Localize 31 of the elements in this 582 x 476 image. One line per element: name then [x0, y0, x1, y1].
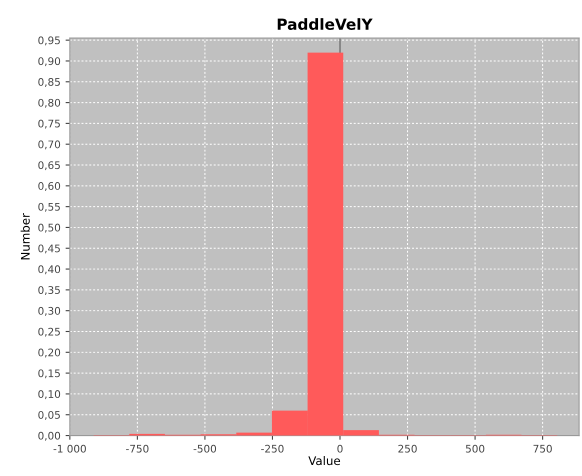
y-tick-label: 0,90	[38, 57, 60, 66]
x-tick-label: 500	[466, 444, 484, 453]
y-tick-label: 0,10	[38, 390, 60, 400]
y-tick-label: 0,25	[38, 328, 60, 337]
y-tick-label: 0,35	[38, 286, 60, 296]
y-tick-label: 0,65	[38, 161, 60, 170]
y-tick-label: 0,80	[38, 98, 60, 108]
x-tick-label: -500	[194, 444, 216, 453]
y-tick-label: 0,45	[38, 244, 60, 254]
x-tick-label: -1 000	[54, 444, 86, 453]
y-tick-label: 0,05	[38, 410, 60, 420]
y-tick-label: 0,70	[38, 140, 60, 150]
x-axis-title: Value	[308, 456, 340, 466]
y-tick-label: 0,00	[38, 432, 60, 441]
y-axis-title: Number	[20, 213, 30, 260]
x-tick-label: -250	[261, 444, 284, 453]
y-tick-label: 0,50	[38, 224, 60, 233]
y-tick-label: 0,95	[38, 36, 60, 46]
x-tick-label: 0	[337, 444, 343, 453]
y-tick-label: 0,75	[38, 120, 60, 129]
y-tick-label: 0,55	[38, 202, 60, 212]
x-tick-label: 250	[398, 444, 417, 453]
y-tick-label: 0,40	[38, 265, 60, 274]
x-tick-label: -750	[126, 444, 149, 453]
y-tick-label: 0,20	[38, 348, 60, 358]
y-tick-label: 0,85	[38, 78, 60, 87]
y-tick-label: 0,60	[38, 182, 60, 191]
y-tick-label: 0,15	[38, 369, 60, 378]
x-tick-label: 750	[534, 444, 552, 453]
chart-title: PaddleVelY	[278, 18, 373, 30]
y-tick-label: 0,30	[38, 306, 60, 316]
